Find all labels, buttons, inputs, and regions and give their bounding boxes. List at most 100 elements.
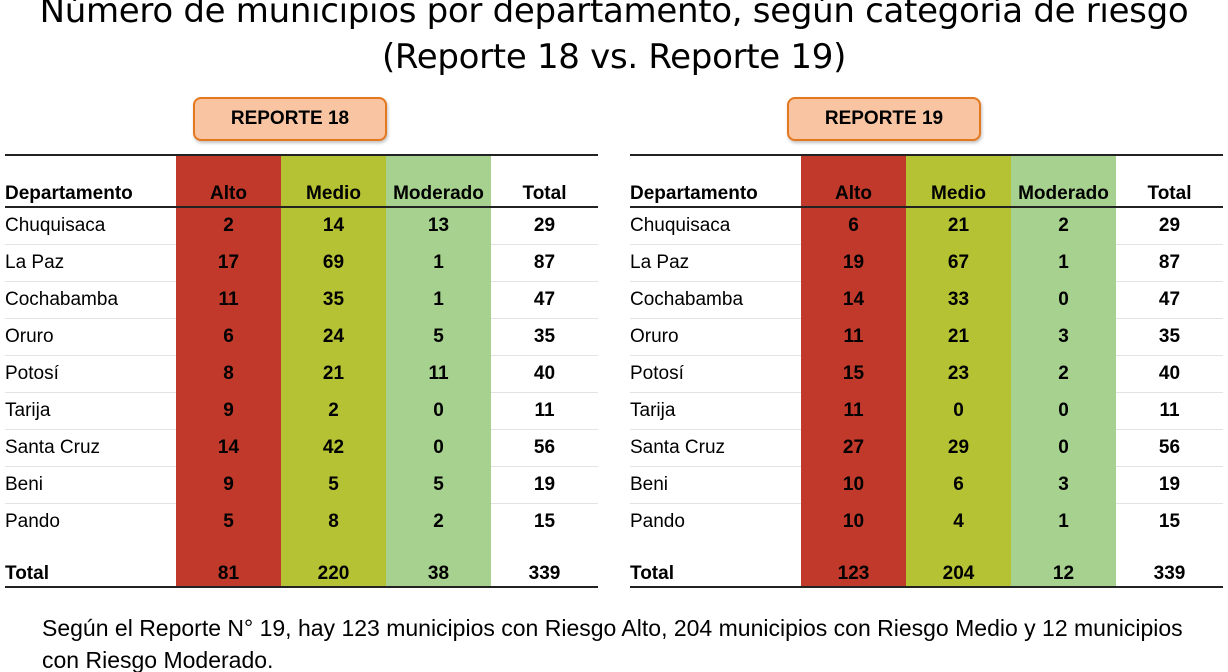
cell-total: 47 [491,280,598,318]
cell-medio: 14 [281,207,386,244]
cell-total: 11 [1116,391,1223,429]
cell-moderado: 11 [386,355,491,392]
cell-medio: 69 [281,244,386,281]
cell-alto: 2 [176,207,281,244]
cell-total: 29 [491,207,598,244]
header-departamento: Departamento [5,154,176,208]
cell-alto: 11 [176,281,281,318]
cell-departamento: Chuquisaca [630,214,731,236]
header-total: Total [491,154,598,208]
cell-departamento: Santa Cruz [630,428,801,466]
cell-alto: 15 [801,355,906,392]
cell-departamento: Potosí [630,354,801,392]
total-label: Total [5,540,176,588]
cell-departamento: Oruro [5,317,176,355]
cell-total: 19 [1116,465,1223,503]
cell-moderado: 0 [1011,429,1116,466]
table-header-row: Departamento Alto Medio Moderado Total [5,154,598,208]
cell-moderado: 2 [1011,207,1116,244]
cell-medio: 35 [281,281,386,318]
page-title-line-2: (Reporte 18 vs. Reporte 19) [381,37,847,77]
page-title-line-1: Número de municipios por departamento, s… [39,0,1189,31]
cell-departamento: Potosí [5,354,176,392]
table-row: Chuquisaca 6 21 2 29 [630,207,1223,244]
cell-total: 35 [1116,317,1223,355]
table-total-row: Total 81 220 38 339 [5,540,598,588]
cell-departamento: Beni [630,465,801,503]
cell-alto: 17 [176,244,281,281]
cell-departamento: Santa Cruz [5,428,176,466]
header-moderado: Moderado [386,154,491,208]
header-moderado: Moderado [1011,154,1116,208]
cell-alto: 6 [801,207,906,244]
cell-medio: 8 [281,503,386,540]
cell-moderado: 0 [386,429,491,466]
summary-text: Según el Reporte N° 19, hay 123 municipi… [42,615,1183,672]
cell-alto: 5 [176,503,281,540]
cell-moderado: 5 [386,318,491,355]
table-row: Cochabamba 11 35 1 47 [5,280,598,318]
cell-alto: 11 [801,392,906,429]
cell-alto: 6 [176,318,281,355]
cell-moderado: 3 [1011,318,1116,355]
cell-total: 56 [491,428,598,466]
cell-total: 11 [491,391,598,429]
cell-medio: 21 [906,207,1011,244]
total-moderado: 12 [1011,540,1116,588]
report-18-table: Departamento Alto Medio Moderado Total C… [5,154,598,588]
cell-alto: 10 [801,466,906,503]
total-medio: 204 [906,540,1011,588]
cell-alto: 11 [801,318,906,355]
cell-medio: 21 [281,355,386,392]
header-departamento: Departamento [630,154,801,208]
header-alto: Alto [801,154,906,208]
cell-departamento: La Paz [5,243,176,281]
table-row: Chuquisaca 2 14 13 29 [5,207,598,244]
cell-departamento: La Paz [630,243,801,281]
cell-medio: 2 [281,392,386,429]
table-body: Chuquisaca 6 21 2 29 La Paz 19 67 1 87 Cochabamba 1… [630,207,1223,540]
cell-alto: 8 [176,355,281,392]
cell-departamento: Oruro [630,317,801,355]
cell-moderado: 3 [1011,466,1116,503]
table-row: Potosí 8 21 11 40 [5,354,598,392]
table-row: Oruro 11 21 3 35 [630,317,1223,355]
cell-alto: 14 [176,429,281,466]
page-title: Número de municipios por departamento, s… [0,0,1228,80]
cell-alto: 9 [176,466,281,503]
cell-departamento: Pando [5,502,176,540]
cell-moderado: 5 [386,466,491,503]
table-body: Chuquisaca 2 14 13 29 La Paz 17 69 1 87 Cochabamba… [5,207,598,540]
table-row: Pando 10 4 1 15 [630,502,1223,540]
cell-moderado: 1 [386,281,491,318]
cell-total: 40 [1116,354,1223,392]
cell-departamento: Cochabamba [5,280,176,318]
cell-medio: 21 [906,318,1011,355]
table-row: Potosí 15 23 2 40 [630,354,1223,392]
header-alto: Alto [176,154,281,208]
cell-total: 47 [1116,280,1223,318]
cell-medio: 33 [906,281,1011,318]
cell-departamento: Cochabamba [630,280,801,318]
report-19-badge: REPORTE 19 [787,97,981,141]
cell-total: 29 [1116,207,1223,244]
cell-medio: 67 [906,244,1011,281]
cell-medio: 6 [906,466,1011,503]
cell-departamento: Tarija [5,391,176,429]
report-18-badge: REPORTE 18 [193,97,387,141]
cell-medio: 0 [906,392,1011,429]
table-row: Tarija 9 2 0 11 [5,391,598,429]
cell-departamento: Beni [5,465,176,503]
cell-moderado: 1 [386,244,491,281]
total-moderado: 38 [386,540,491,588]
cell-moderado: 13 [386,207,491,244]
table-row: Oruro 6 24 5 35 [5,317,598,355]
total-alto: 123 [801,540,906,588]
cell-medio: 24 [281,318,386,355]
cell-moderado: 2 [1011,355,1116,392]
cell-departamento: Pando [630,502,801,540]
total-total: 339 [491,540,598,588]
total-alto: 81 [176,540,281,588]
table-row: La Paz 17 69 1 87 [5,243,598,281]
